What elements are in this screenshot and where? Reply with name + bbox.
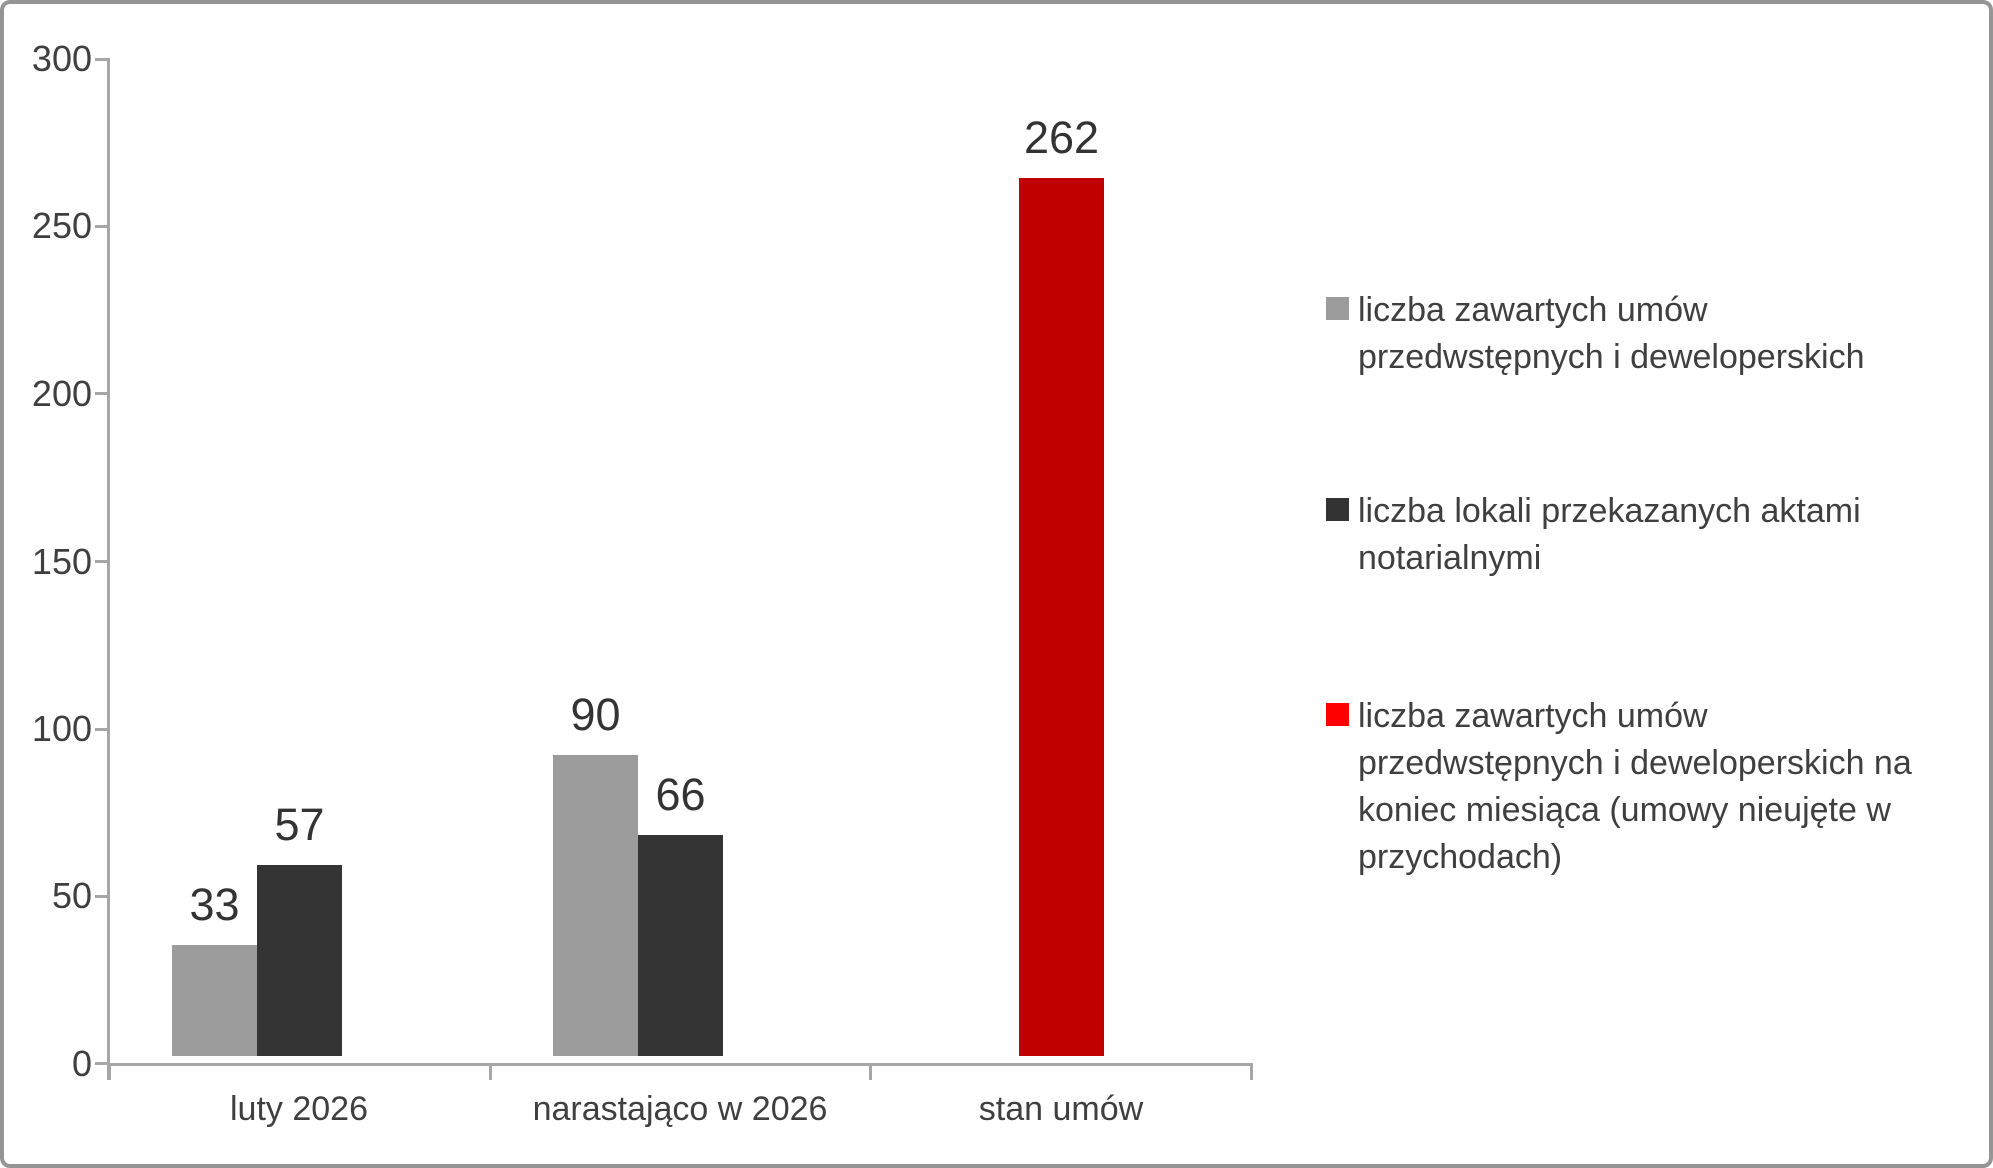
legend-label: liczba lokali przekazanych aktami notari… [1358,492,1861,577]
bar-gray [172,945,257,1056]
x-axis-line [107,1063,1253,1066]
y-axis-label: 100 [31,708,92,749]
y-tick-mark [95,1062,109,1065]
bar-group-luty-dark: 57 [257,799,342,1056]
bar-dark [257,865,342,1056]
legend-marker-gray [1326,297,1349,320]
data-label: 57 [274,799,325,851]
y-axis-line [107,58,110,1080]
data-label: 33 [189,879,240,931]
y-tick-mark [95,58,109,61]
legend-marker-dark [1326,498,1349,521]
category-label: stan umów [978,1090,1144,1128]
data-label: 90 [570,688,621,740]
data-label: 66 [655,768,706,820]
bar-group-luty-gray: 33 [172,879,257,1056]
bar-group-narastajaco-dark: 66 [638,769,723,1056]
legend-entry: liczba lokali przekazanych aktami notari… [1326,488,1943,582]
x-tick-mark [1250,1064,1253,1080]
y-axis-label: 200 [31,373,92,414]
y-tick-mark [95,895,109,898]
category-label: narastająco w 2026 [532,1090,828,1128]
y-axis-label: 0 [71,1043,92,1084]
y-axis-label: 300 [31,38,92,79]
x-tick-mark [869,1064,872,1080]
bar-gray [553,754,638,1056]
y-tick-mark [95,560,109,563]
bar-group-stan-umow-red: 262 [1019,112,1104,1056]
y-axis-label: 50 [51,875,92,916]
legend-label: liczba zawartych umów przedwstępnych i d… [1358,291,1865,376]
x-tick-mark [108,1064,111,1080]
y-axis-label: 150 [31,541,92,582]
y-tick-mark [95,225,109,228]
bar-dark [638,834,723,1056]
legend-label: liczba zawartych umów przedwstępnych i d… [1358,697,1912,876]
y-tick-mark [95,392,109,395]
category-label: luty 2026 [230,1090,368,1128]
bar-red [1019,178,1104,1056]
legend-entry: liczba zawartych umów przedwstępnych i d… [1326,693,1943,881]
y-axis-label: 250 [31,205,92,246]
legend-marker-red [1326,703,1349,726]
data-label: 262 [1023,112,1100,164]
x-tick-mark [489,1064,492,1080]
legend-entry: liczba zawartych umów przedwstępnych i d… [1326,287,1943,381]
bar-group-narastajaco-gray: 90 [553,688,638,1056]
y-tick-mark [95,728,109,731]
